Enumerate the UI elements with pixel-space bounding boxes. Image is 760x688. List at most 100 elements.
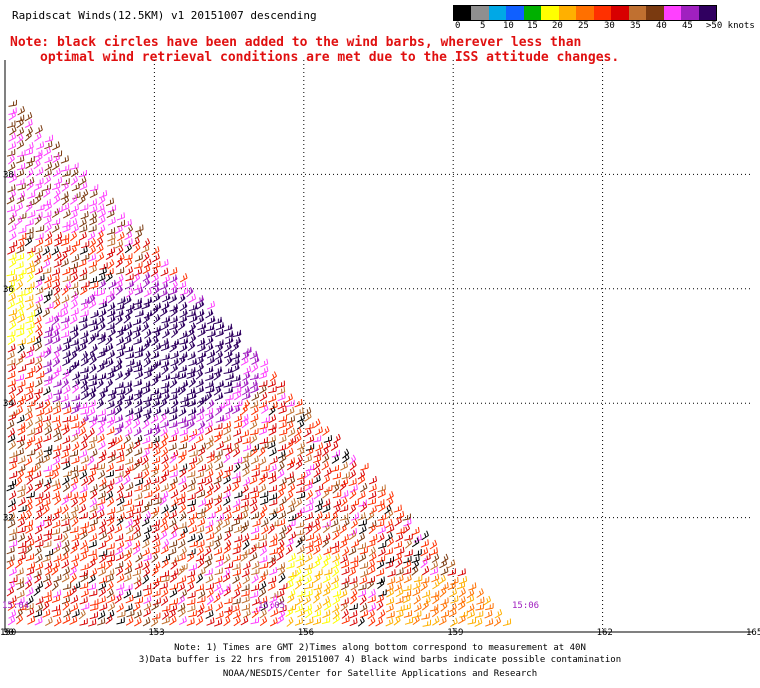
wind-barb <box>340 597 349 606</box>
wind-barb <box>26 344 35 354</box>
wind-barb <box>152 329 161 340</box>
wind-barb <box>51 273 60 283</box>
wind-barb <box>16 385 24 396</box>
wind-barb <box>98 300 108 310</box>
wind-barb <box>114 280 123 289</box>
wind-barb <box>214 405 223 416</box>
wind-barb <box>53 194 61 205</box>
wind-barb <box>214 496 222 506</box>
wind-barb <box>43 477 52 487</box>
wind-barb <box>387 569 396 578</box>
wind-barb <box>26 336 36 345</box>
wind-barb <box>79 581 89 590</box>
wind-barb <box>169 603 178 613</box>
wind-barb <box>214 575 223 585</box>
wind-barb <box>133 426 142 437</box>
wind-barb <box>61 195 70 206</box>
wind-barb <box>9 173 17 184</box>
wind-barb <box>71 167 79 178</box>
wind-barb <box>322 587 331 597</box>
wind-barb <box>51 246 60 256</box>
wind-barb <box>168 294 178 304</box>
wind-barb <box>177 531 186 541</box>
wind-barb <box>161 604 171 612</box>
wind-barb <box>177 320 186 331</box>
wind-barb <box>70 491 79 501</box>
wind-barb <box>89 462 99 470</box>
wind-barb <box>43 187 51 198</box>
wind-barb <box>16 279 24 291</box>
wind-barb <box>107 204 117 213</box>
wind-barb <box>387 576 396 585</box>
wind-barb <box>314 569 323 577</box>
wind-barb <box>331 603 340 613</box>
wind-barb <box>115 309 124 318</box>
wind-barb <box>26 260 35 270</box>
wind-barb <box>6 419 15 430</box>
wind-barb <box>206 349 216 359</box>
wind-barb <box>278 434 287 444</box>
wind-barb <box>186 470 196 478</box>
wind-barb <box>268 463 277 473</box>
wind-barb <box>396 604 405 613</box>
wind-barb <box>134 253 143 262</box>
wind-barb <box>323 553 331 563</box>
wind-barb <box>450 617 458 627</box>
color-swatch <box>454 6 472 20</box>
wind-barb <box>97 224 106 235</box>
wind-barb <box>267 581 276 591</box>
wind-barb <box>53 299 61 310</box>
wind-barb <box>79 336 89 346</box>
wind-barb <box>42 307 51 318</box>
wind-barb <box>71 432 79 443</box>
wind-barb <box>204 553 213 563</box>
wind-barb <box>79 231 87 241</box>
wind-barb <box>225 372 235 381</box>
wind-barb <box>24 286 33 296</box>
wind-barb <box>7 330 16 338</box>
wind-barb <box>16 245 25 254</box>
wind-barb <box>6 195 15 205</box>
wind-barb <box>97 497 106 506</box>
wind-barb <box>88 276 97 284</box>
wind-barb <box>261 464 270 472</box>
wind-barb <box>80 539 88 550</box>
wind-barb <box>261 524 269 535</box>
wind-barb <box>259 422 268 430</box>
wind-barb <box>8 141 17 151</box>
wind-barb <box>97 335 106 345</box>
wind-barb <box>51 218 61 226</box>
color-swatch <box>471 6 489 20</box>
wind-barb <box>43 174 52 185</box>
wind-barb <box>159 288 168 298</box>
wind-barb <box>179 330 188 340</box>
wind-barb <box>215 601 224 612</box>
wind-barb <box>52 519 61 529</box>
wind-barb <box>215 518 223 529</box>
wind-barb <box>15 261 24 270</box>
wind-barb <box>34 266 43 276</box>
wind-barb <box>71 344 81 354</box>
wind-barb <box>71 224 79 234</box>
wind-barb <box>26 357 35 366</box>
wind-barb <box>170 357 179 367</box>
wind-barb <box>87 350 96 361</box>
wind-barb <box>160 342 170 352</box>
wind-barb <box>251 567 260 576</box>
wind-barb <box>179 273 188 283</box>
wind-barb <box>17 455 26 465</box>
wind-barb <box>142 532 151 543</box>
wind-barb <box>132 324 142 333</box>
wind-barb <box>89 611 99 620</box>
wind-barb <box>62 357 71 367</box>
wind-barb <box>98 266 107 276</box>
time-label: 15:05 <box>258 601 285 611</box>
wind-barb <box>350 588 358 599</box>
wind-barb <box>90 281 99 289</box>
wind-barb <box>402 590 412 598</box>
wind-barb <box>204 391 213 402</box>
wind-barb <box>195 369 204 380</box>
wind-barb <box>259 384 267 395</box>
wind-barb <box>260 496 269 506</box>
wind-barb <box>224 349 233 359</box>
